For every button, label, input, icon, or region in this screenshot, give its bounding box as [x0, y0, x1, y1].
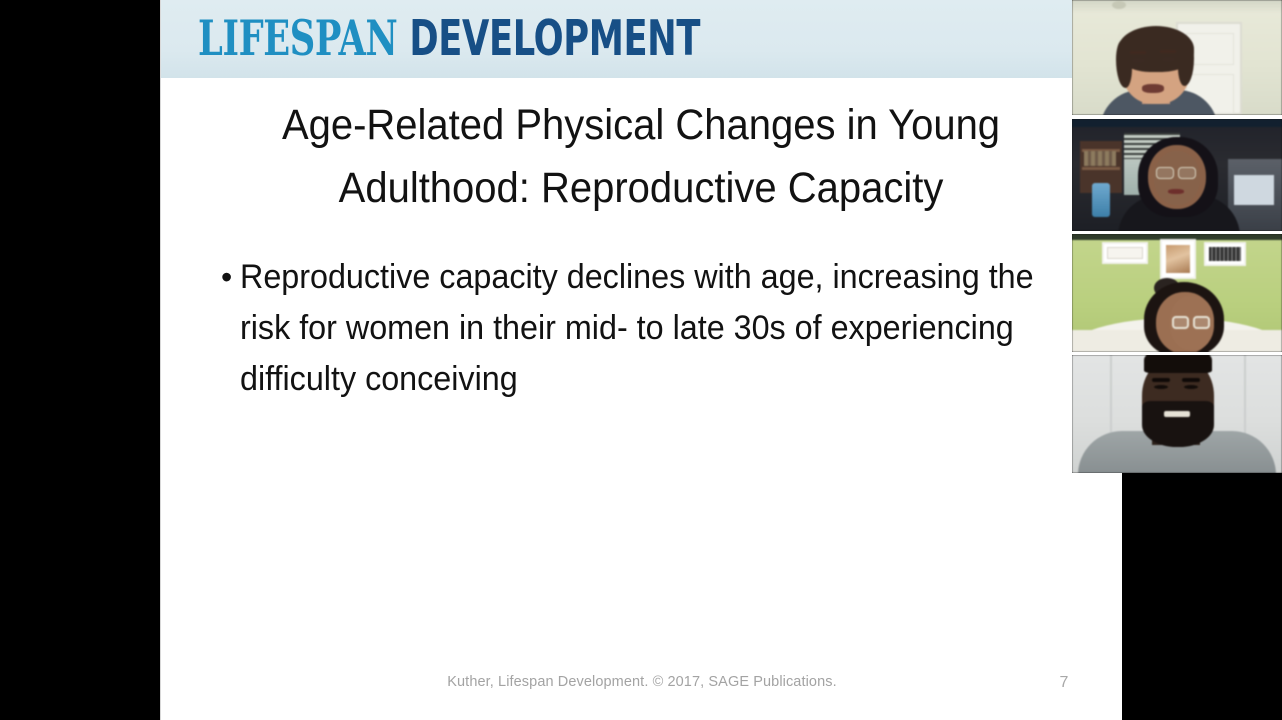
video-tile-participant-1[interactable]	[1072, 0, 1282, 115]
webcam-feed-2	[1072, 119, 1282, 231]
eyeglasses-right-lens	[1193, 316, 1210, 329]
video-tile-participant-4[interactable]	[1072, 355, 1282, 473]
eyeglasses-right-lens	[1178, 167, 1196, 179]
slide-brand-title: LIFESPAN DEVELOPMENT	[198, 8, 700, 69]
brand-word-lifespan: LIFESPAN	[198, 9, 398, 67]
eyeglasses-left-lens	[1172, 316, 1189, 329]
eyeglasses-left-lens	[1156, 167, 1174, 179]
slide-title: Age-Related Physical Changes in Young Ad…	[281, 101, 1001, 212]
letterbox-left-bar	[0, 0, 160, 720]
video-tile-participant-2[interactable]	[1072, 119, 1282, 231]
video-participant-strip	[1072, 0, 1282, 473]
ceiling-vent-icon	[1112, 1, 1126, 9]
picture-frame-1	[1102, 242, 1148, 264]
slide-footer-citation: Kuther, Lifespan Development. © 2017, SA…	[447, 674, 837, 690]
presentation-slide: LIFESPAN DEVELOPMENT Age-Related Physica…	[160, 0, 1123, 720]
picture-frame-3	[1204, 242, 1246, 266]
slide-body: • Reproductive capacity declines with ag…	[209, 252, 1099, 405]
picture-frame-2	[1160, 239, 1196, 279]
webcam-feed-3	[1072, 234, 1282, 352]
bullet-list-item: • Reproductive capacity declines with ag…	[209, 252, 1099, 405]
beard-shape	[1142, 401, 1214, 447]
bullet-text: Reproductive capacity declines with age,…	[240, 258, 1034, 398]
webcam-feed-4	[1072, 355, 1282, 473]
cup-shape	[1092, 183, 1110, 217]
video-tile-participant-3[interactable]	[1072, 234, 1282, 352]
bullet-marker-icon: •	[221, 259, 233, 295]
slide-header-band: LIFESPAN DEVELOPMENT	[161, 0, 1123, 78]
webcam-feed-1	[1072, 0, 1282, 115]
slide-page-number: 7	[1059, 674, 1069, 691]
letterbox-right-lower-bar	[1122, 473, 1282, 720]
brand-word-development: DEVELOPMENT	[409, 10, 701, 67]
